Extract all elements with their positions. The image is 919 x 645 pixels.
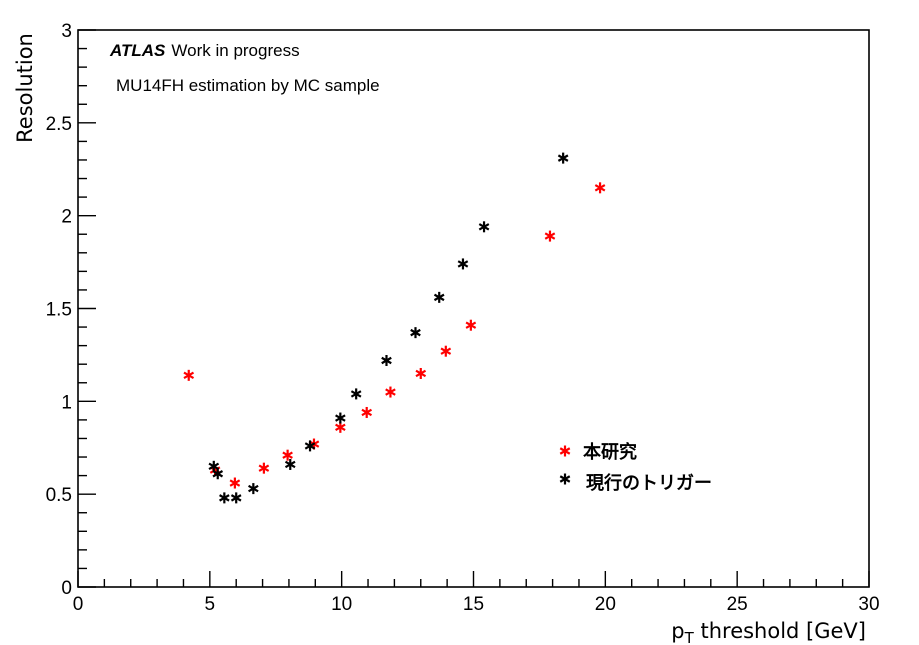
x-axis-title-subscript: T (684, 629, 695, 645)
x-tick-label: 25 (727, 594, 748, 615)
legend-label-series-0: 本研究 (583, 441, 637, 463)
y-tick-label: 0 (61, 578, 72, 599)
legend-marker-star-1 (559, 473, 571, 485)
x-tick-label: 20 (595, 594, 616, 615)
x-axis-title-main: p (671, 619, 684, 643)
y-tick-label: 2.5 (46, 114, 72, 135)
data-point-series-1 (212, 468, 224, 480)
data-point-series-0 (544, 230, 556, 242)
data-point-series-1 (557, 152, 569, 164)
data-point-series-0 (183, 369, 195, 381)
data-point-series-0 (465, 319, 477, 331)
data-point-series-1 (433, 291, 445, 303)
legend-label-series-1: 現行のトリガー (586, 472, 712, 494)
atlas-logo-text: ATLAS (109, 41, 166, 60)
atlas-status-text: Work in progress (171, 41, 299, 60)
data-point-series-0 (335, 421, 346, 433)
data-point-series-0 (282, 449, 293, 461)
data-point-series-1 (478, 221, 490, 233)
data-point-series-1 (381, 354, 392, 366)
plot-frame (77, 29, 870, 588)
plot-border (77, 29, 870, 588)
x-tick-label: 0 (73, 594, 84, 615)
data-points (183, 152, 606, 504)
data-point-series-0 (594, 182, 606, 194)
y-tick-label: 3 (61, 21, 72, 42)
data-point-series-1 (457, 258, 469, 270)
data-point-series-1 (208, 460, 220, 472)
data-point-series-1 (230, 492, 242, 504)
data-point-series-1 (304, 440, 316, 452)
x-axis-title: pT threshold [GeV] (671, 619, 866, 645)
data-point-series-0 (229, 477, 241, 489)
data-point-series-1 (350, 388, 362, 400)
data-point-series-0 (440, 345, 452, 357)
y-tick-label: 1 (61, 392, 72, 413)
x-tick-label: 5 (205, 594, 216, 615)
axis-ticks (77, 29, 870, 588)
legend-marker-series-0 (559, 445, 571, 457)
data-point-series-0 (415, 367, 427, 379)
data-point-series-1 (335, 412, 346, 424)
x-axis-title-rest: threshold [GeV] (694, 619, 866, 643)
atlas-label: ATLAS Work in progress (109, 41, 300, 60)
data-point-series-1 (410, 327, 421, 339)
y-axis-title: Resolution (13, 33, 37, 143)
legend-marker-star-0 (559, 445, 571, 457)
sample-annotation: MU14FH estimation by MC sample (116, 76, 380, 95)
data-point-series-1 (248, 483, 259, 495)
legend-marker-series-1 (559, 473, 571, 485)
axis-tick-labels: 0 5 10 15 20 25 30 0 0.5 1 1.5 2 2.5 3 (46, 21, 880, 615)
data-point-series-1 (284, 458, 296, 470)
y-tick-label: 2 (61, 207, 72, 228)
y-tick-label: 1.5 (46, 300, 72, 321)
data-point-series-0 (258, 462, 270, 474)
x-tick-label: 10 (331, 594, 352, 615)
x-tick-label: 15 (463, 594, 484, 615)
data-point-series-1 (219, 492, 230, 504)
legend: 本研究 現行のトリガー (559, 441, 712, 494)
data-point-series-0 (385, 386, 396, 398)
data-point-series-0 (361, 406, 373, 418)
x-tick-label: 30 (858, 594, 879, 615)
y-tick-label: 0.5 (46, 485, 72, 506)
